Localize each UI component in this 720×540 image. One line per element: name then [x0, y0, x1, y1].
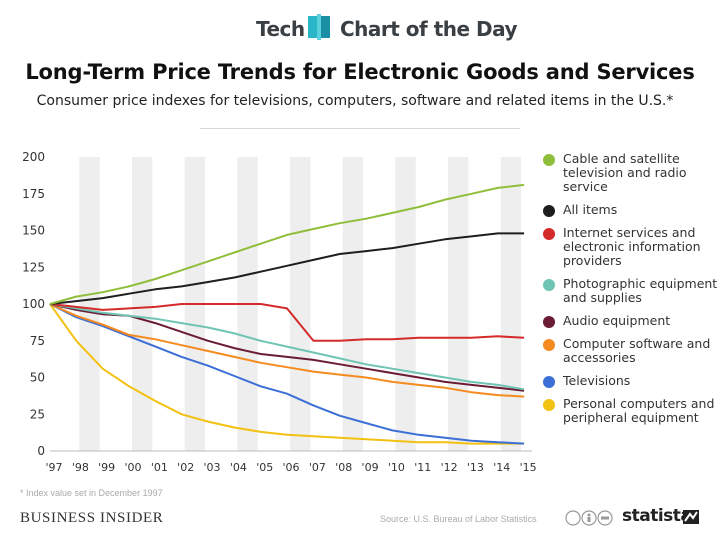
series-line-internet — [49, 303, 525, 342]
legend-label: All items — [563, 202, 618, 217]
grid-band — [395, 157, 416, 451]
x-tick-label: '97 — [45, 461, 62, 474]
legend-dot-icon — [543, 399, 555, 411]
legend-item-tv: Televisions — [543, 374, 718, 388]
grid-band — [290, 157, 311, 451]
series-line-software — [49, 303, 525, 398]
x-tick-label: '01 — [151, 461, 168, 474]
section-label: Tech — [256, 17, 305, 41]
chart-subtitle: Consumer price indexes for televisions, … — [36, 93, 674, 109]
legend-dot-icon — [543, 339, 555, 351]
series-line-pc — [49, 303, 525, 445]
series-line-tv — [49, 303, 525, 445]
x-tick-label: '02 — [177, 461, 194, 474]
book-icon — [308, 14, 330, 40]
legend-label: Internet services and electronic informa… — [563, 225, 701, 268]
series-line-photo — [49, 303, 525, 391]
y-tick-label: 75 — [30, 334, 45, 348]
x-tick-label: '15 — [520, 461, 537, 474]
y-tick-label: 25 — [30, 407, 45, 421]
y-tick-label: 175 — [22, 187, 45, 201]
legend-item-audio: Audio equipment — [543, 314, 718, 328]
legend-item-pc: Personal computers and peripheral equipm… — [543, 397, 718, 425]
legend-item-internet: Internet services and electronic informa… — [543, 226, 718, 268]
line-chart: 0 25 50 75 100 125 150 175 200 '97 '98 '99 '00 '01 '0… — [22, 150, 537, 474]
y-tick-label: 100 — [22, 297, 45, 311]
legend-dot-icon — [543, 205, 555, 217]
series-lines — [49, 183, 525, 445]
y-tick-label: 50 — [30, 371, 45, 385]
chart-title: Long-Term Price Trends for Electronic Go… — [25, 60, 695, 84]
title-divider — [200, 128, 520, 129]
x-tick-label: '11 — [414, 461, 431, 474]
x-tick-label: '03 — [204, 461, 221, 474]
legend-label: Personal computers and peripheral equipm… — [563, 396, 715, 425]
legend-item-photo: Photographic equipment and supplies — [543, 277, 718, 305]
statista-mark-icon — [683, 510, 699, 524]
x-tick-label: '00 — [125, 461, 142, 474]
legend-dot-icon — [543, 316, 555, 328]
x-tick-label: '06 — [283, 461, 300, 474]
y-tick-label: 125 — [22, 260, 45, 274]
grid-band — [342, 157, 364, 451]
grid-band — [79, 157, 100, 451]
legend-label: Photographic equipment and supplies — [563, 276, 718, 305]
license-icon — [565, 510, 613, 526]
grid-band — [448, 157, 469, 451]
x-tick-label: '14 — [493, 461, 510, 474]
x-tick-label: '07 — [309, 461, 326, 474]
legend-item-software: Computer software and accessories — [543, 337, 718, 365]
legend-dot-icon — [543, 154, 555, 166]
legend-dot-icon — [543, 376, 555, 388]
legend-item-cable: Cable and satellite television and radio… — [543, 152, 718, 194]
y-tick-label: 150 — [22, 224, 45, 238]
x-tick-label: '99 — [98, 461, 115, 474]
grid-band — [500, 157, 522, 451]
legend: Cable and satellite television and radio… — [543, 152, 718, 434]
grid-bands — [79, 157, 522, 451]
footnote: * Index value set in December 1997 — [20, 488, 163, 498]
y-tick-label: 200 — [22, 150, 45, 164]
series-line-all-items — [49, 232, 525, 305]
legend-item-all-items: All items — [543, 203, 718, 217]
series-name: Chart of the Day — [340, 17, 518, 41]
x-tick-label: '04 — [230, 461, 247, 474]
legend-label: Cable and satellite television and radio… — [563, 151, 687, 194]
x-tick-label: '05 — [256, 461, 273, 474]
x-axis: '97 '98 '99 '00 '01 '02 '03 '04 '05 '06 '07 '08 '09 '… — [45, 461, 536, 474]
source-note: Source: U.S. Bureau of Labor Statistics — [380, 514, 537, 524]
header-bar: Tech Chart of the Day — [0, 6, 720, 46]
x-tick-label: '10 — [388, 461, 405, 474]
y-tick-label: 0 — [37, 444, 45, 458]
brand-logo: BUSINESS INSIDER — [20, 510, 164, 526]
legend-label: Computer software and accessories — [563, 336, 711, 365]
x-tick-label: '09 — [362, 461, 379, 474]
legend-dot-icon — [543, 279, 555, 291]
x-tick-label: '08 — [335, 461, 352, 474]
series-line-cable — [49, 183, 525, 305]
legend-label: Televisions — [563, 373, 631, 388]
y-axis: 0 25 50 75 100 125 150 175 200 — [22, 150, 532, 458]
grid-band — [132, 157, 153, 451]
x-tick-label: '98 — [72, 461, 89, 474]
legend-dot-icon — [543, 228, 555, 240]
x-tick-label: '12 — [441, 461, 458, 474]
x-tick-label: '13 — [467, 461, 484, 474]
statista-logo: statista — [622, 506, 692, 526]
legend-label: Audio equipment — [563, 313, 671, 328]
